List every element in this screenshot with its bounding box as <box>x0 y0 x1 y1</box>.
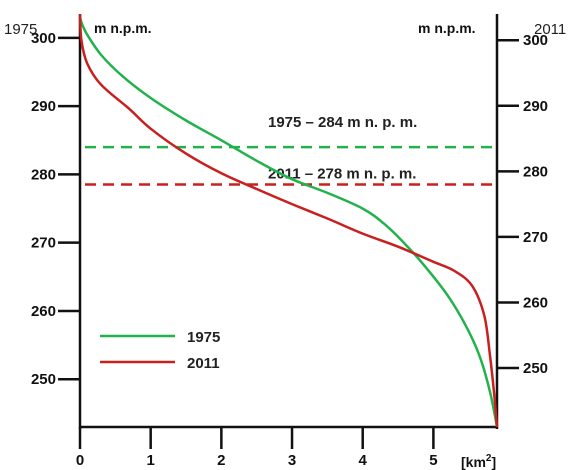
reference-label-0: 1975 – 284 m n. p. m. <box>268 114 417 131</box>
y-right-tick-label-260: 260 <box>523 294 548 311</box>
series-line-2011 <box>78 13 499 428</box>
x-tick-label-2: 2 <box>217 452 225 469</box>
series-line-1975 <box>78 17 499 428</box>
x-tick-label-0: 0 <box>76 452 84 469</box>
y-left-tick-label-270: 270 <box>31 235 56 252</box>
right-axis-unit: m n.p.m. <box>418 20 476 36</box>
reference-label-1: 2011 – 278 m n. p. m. <box>268 165 416 182</box>
y-right-tick-label-290: 290 <box>523 98 548 115</box>
x-tick-label-3: 3 <box>288 452 296 469</box>
y-left-tick-label-290: 290 <box>31 98 56 115</box>
x-tick-label-1: 1 <box>147 452 155 469</box>
x-tick-label-5: 5 <box>429 452 437 469</box>
y-left-tick-label-300: 300 <box>31 30 56 47</box>
legend-label-2011: 2011 <box>187 355 220 372</box>
y-left-tick-label-250: 250 <box>31 371 56 388</box>
y-right-tick-label-300: 300 <box>523 32 548 49</box>
left-axis-year: 1975 <box>4 21 37 38</box>
right-axis-year: 2011 <box>534 21 566 38</box>
x-axis-unit: [km2] <box>461 453 496 470</box>
legend-label-1975: 1975 <box>187 329 220 346</box>
y-right-tick-label-250: 250 <box>523 360 548 377</box>
x-tick-label-4: 4 <box>359 452 368 469</box>
y-left-tick-label-260: 260 <box>31 303 56 320</box>
y-right-tick-label-280: 280 <box>523 163 548 180</box>
y-right-tick-label-270: 270 <box>523 229 548 246</box>
left-axis-unit: m n.p.m. <box>94 20 152 36</box>
y-left-tick-label-280: 280 <box>31 166 56 183</box>
